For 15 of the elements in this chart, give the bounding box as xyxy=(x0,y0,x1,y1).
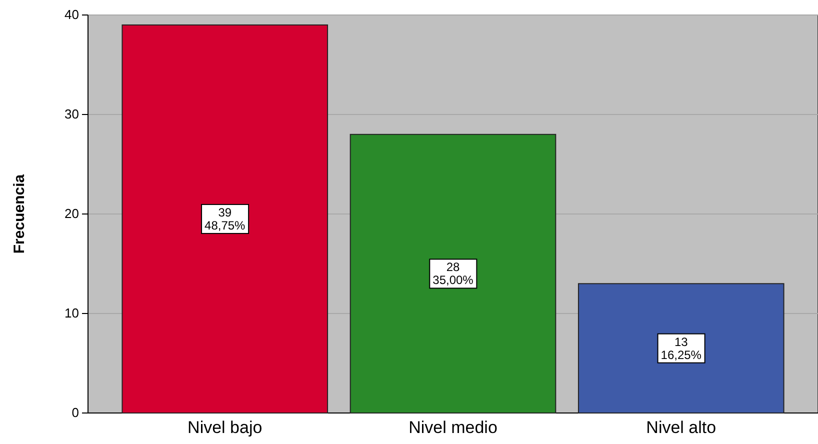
data-label: 13 16,25% xyxy=(660,334,702,362)
data-label: 28 35,00% xyxy=(432,260,474,288)
bar xyxy=(350,134,556,414)
y-tick-label: 40 xyxy=(64,7,79,22)
y-tick-label: 0 xyxy=(72,405,79,420)
x-tick-label: Nivel alto xyxy=(646,418,716,438)
x-tick-label: Nivel medio xyxy=(408,418,498,438)
data-label: 39 48,75% xyxy=(204,205,246,232)
bar xyxy=(122,24,328,414)
y-tick-label: 30 xyxy=(64,106,79,122)
y-tick-label: 20 xyxy=(64,206,79,222)
x-tick-label: Nivel bajo xyxy=(188,418,262,438)
bar xyxy=(578,283,784,414)
y-tick-label: 10 xyxy=(64,306,79,321)
y-axis-title: Frecuencia xyxy=(11,174,28,254)
